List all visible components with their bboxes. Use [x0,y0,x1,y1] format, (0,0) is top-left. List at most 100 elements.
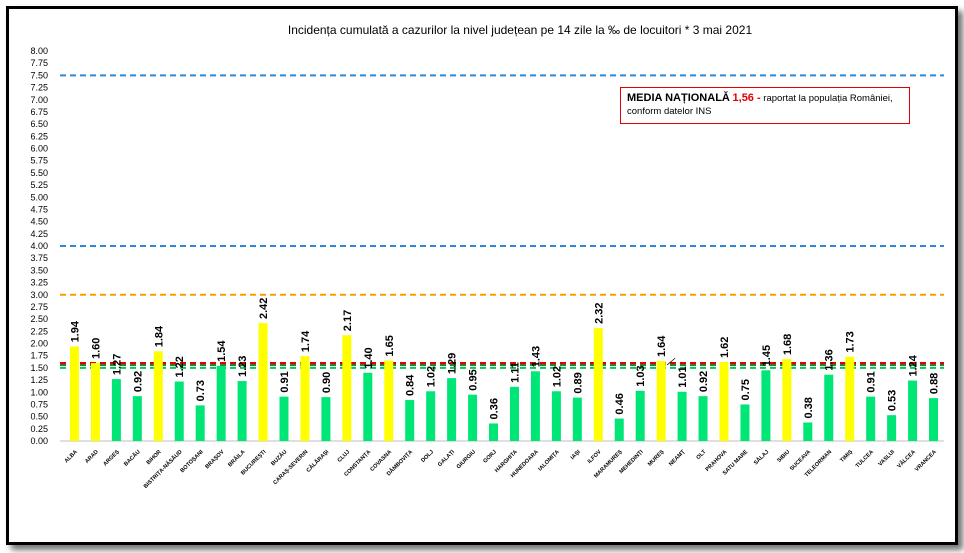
x-tick-label: BACĂU [123,448,142,467]
x-tick-label: BRĂILA [227,448,247,468]
y-tick-label: 3.00 [30,290,48,300]
data-label: 0.84 [405,374,417,396]
data-label: 1.65 [384,335,396,356]
data-label: 1.11 [509,362,521,383]
bar [300,356,310,441]
note-label: MEDIA NAȚIONALĂ [627,92,730,104]
data-label: 0.95 [468,369,480,390]
bar [342,335,352,441]
data-label: 0.92 [132,371,144,392]
y-tick-label: 7.00 [30,95,48,105]
y-tick-label: 7.75 [30,58,48,68]
data-label: 0.92 [698,371,710,392]
bar [489,423,499,441]
x-tick-label: IALOMIȚA [537,449,560,472]
y-tick-label: 4.50 [30,217,48,227]
x-tick-label: BUZĂU [270,448,289,467]
x-tick-label: VÂLCEA [896,448,917,469]
bar [866,396,876,441]
y-tick-label: 7.50 [30,70,48,80]
x-tick-label: DOLJ [420,449,435,464]
x-tick-label: IAȘI [570,449,582,461]
y-tick-label: 3.50 [30,265,48,275]
data-label: 0.91 [279,371,291,392]
bar [237,381,247,441]
data-label: 1.60 [90,338,102,359]
y-tick-label: 3.75 [30,253,48,263]
data-label: 0.46 [614,393,626,414]
y-tick-label: 4.75 [30,204,48,214]
y-tick-label: 1.00 [30,387,48,397]
bar [656,361,666,441]
bar [887,415,897,441]
national-average-note: MEDIA NAȚIONALĂ 1,56 - raportat la popul… [620,87,910,124]
y-tick-label: 4.25 [30,229,48,239]
bar [740,404,750,441]
x-tick-label: OLT [696,449,708,461]
data-label: 0.73 [195,380,207,401]
x-tick-label: NEAMȚ [668,449,687,468]
bar [929,398,939,441]
x-tick-label: TULCEA [855,449,875,469]
data-label: 1.40 [363,347,375,368]
x-tick-label: BISTRIȚA-NĂSĂUD [142,448,183,489]
y-tick-label: 3.25 [30,278,48,288]
data-label: 0.38 [803,397,815,418]
data-label: 1.02 [426,366,438,387]
data-label: 0.91 [866,371,878,392]
y-tick-label: 6.00 [30,144,48,154]
bar [426,391,436,441]
bar [258,323,268,441]
bar [468,394,478,441]
bars [69,323,939,441]
y-tick-label: 5.50 [30,168,48,178]
bar [153,351,163,441]
data-label: 1.43 [530,346,542,367]
note-text: raportat la populația României, [763,93,893,104]
y-tick-label: 6.50 [30,119,48,129]
bar [824,374,834,441]
data-label: 0.89 [572,372,584,393]
bar [111,379,121,441]
x-tick-label: CĂLĂRAȘI [305,448,331,474]
data-labels: 1.94 1.60 1.27 0.92 1.84 1.22 0.73 1.54 1.23 2.42… [69,298,940,420]
data-label: 1.62 [719,337,731,358]
data-label: 1.22 [174,356,186,377]
data-label: 1.29 [447,353,459,374]
data-label: 1.84 [153,325,165,347]
bar [447,378,457,441]
x-tick-label: ARGEȘ [102,449,120,467]
x-tick-label: MUREȘ [647,449,666,468]
y-tick-label: 0.75 [30,399,48,409]
bar [635,390,645,441]
x-tick-label: SIBIU [776,449,791,464]
bar [279,396,289,441]
bar [782,359,792,441]
y-tick-label: 8.00 [30,46,48,56]
data-label: 1.54 [216,340,228,362]
data-label: 1.02 [551,366,563,387]
x-tick-label: SĂLAJ [752,448,770,466]
chart-title: Incidența cumulată a cazurilor la nivel … [288,23,753,37]
x-tick-label: BOTOȘANI [180,449,205,474]
data-label: 2.32 [593,302,605,323]
y-tick-label: 6.25 [30,131,48,141]
data-label: 2.17 [342,310,354,331]
data-label: 0.53 [887,390,899,411]
data-label: 1.45 [761,345,773,366]
leader-line [666,357,676,366]
x-tick-label: BIHOR [146,449,163,466]
note-value: 1,56 - [732,92,761,104]
bar [698,396,708,441]
bar [845,356,855,441]
y-tick-label: 2.50 [30,314,48,324]
bar [719,362,729,441]
data-label: 1.24 [908,354,920,376]
x-tick-label: TIMIȘ [839,449,854,464]
bar [677,391,687,441]
data-label: 0.88 [929,373,941,394]
y-tick-label: 0.00 [30,436,48,446]
x-tick-label: GORJ [482,449,497,464]
bar [132,396,142,441]
bar [363,372,373,441]
